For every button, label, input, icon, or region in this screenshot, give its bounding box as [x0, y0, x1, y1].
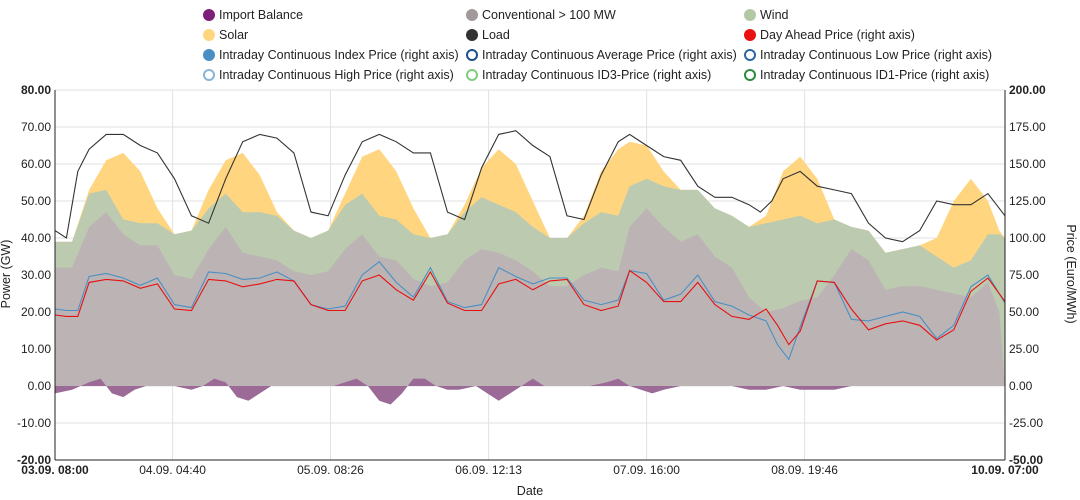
y-tick-label-right: 25.00	[1009, 342, 1039, 356]
axes: -20.00 -50.00 -10.00 -25.00 0.00 0.00 10.00 25.…	[17, 83, 1046, 477]
y-tick-label-right: 75.00	[1009, 268, 1039, 282]
x-tick-label: 07.09. 16:00	[613, 463, 680, 477]
legend-label: Import Balance	[219, 8, 304, 22]
legend-swatch-icon	[744, 9, 756, 21]
legend-swatch-icon	[203, 49, 215, 61]
legend-label: Load	[482, 28, 510, 42]
y-axis-left-title: Power (GW)	[0, 240, 13, 309]
x-tick-label: 04.09. 04:40	[139, 463, 206, 477]
legend-item[interactable]: Day Ahead Price (right axis)	[744, 26, 915, 44]
y-tick-label-right: -50.00	[1009, 453, 1043, 467]
y-tick-label-left: 10.00	[21, 342, 51, 356]
legend-label: Intraday Continuous Index Price (right a…	[219, 48, 459, 62]
y-tick-label-left: 50.00	[21, 194, 51, 208]
legend-item[interactable]: Intraday Continuous Average Price (right…	[466, 46, 737, 64]
legend-item[interactable]: Intraday Continuous ID3-Price (right axi…	[466, 66, 711, 84]
y-tick-label-right: 125.00	[1009, 194, 1046, 208]
legend-label: Intraday Continuous ID1-Price (right axi…	[760, 68, 990, 82]
legend-swatch-icon	[466, 69, 478, 81]
y-tick-label-left: 40.00	[21, 231, 51, 245]
y-tick-label-right: 0.00	[1009, 379, 1033, 393]
legend-swatch-icon	[744, 69, 756, 81]
legend-label: Intraday Continuous ID3-Price (right axi…	[482, 68, 712, 82]
y-tick-label-left: -10.00	[17, 416, 51, 430]
legend-swatch-icon	[466, 29, 478, 41]
x-tick-label: 06.09. 12:13	[455, 463, 522, 477]
legend-swatch-icon	[203, 29, 215, 41]
legend-swatch-icon	[466, 9, 478, 21]
legend-label: Conventional > 100 MW	[482, 8, 616, 22]
y-tick-label-left: 0.00	[28, 379, 52, 393]
y-tick-label-right: -25.00	[1009, 416, 1043, 430]
x-tick-label: 05.09. 08:26	[297, 463, 364, 477]
load-line	[54, 130, 1006, 243]
legend-item[interactable]: Intraday Continuous Low Price (right axi…	[744, 46, 992, 64]
legend-swatch-icon	[466, 49, 478, 61]
legend-item[interactable]: Solar	[203, 26, 248, 44]
y-tick-label-right: 100.00	[1009, 231, 1046, 245]
legend-item[interactable]: Load	[466, 26, 510, 44]
y-tick-label-right: 50.00	[1009, 305, 1039, 319]
conventional-area	[55, 208, 1005, 386]
y-tick-label-left: 60.00	[21, 157, 51, 171]
legend-item[interactable]: Intraday Continuous High Price (right ax…	[203, 66, 454, 84]
legend-label: Intraday Continuous High Price (right ax…	[219, 68, 454, 82]
line-series	[54, 130, 1006, 361]
y-tick-label-right: 200.00	[1009, 83, 1046, 97]
legend-label: Intraday Continuous Average Price (right…	[482, 48, 737, 62]
y-tick-label-right: 150.00	[1009, 157, 1046, 171]
legend-swatch-icon	[744, 29, 756, 41]
legend-swatch-icon	[744, 49, 756, 61]
x-tick-label: 03.09. 08:00	[21, 463, 89, 477]
legend-item[interactable]: Intraday Continuous Index Price (right a…	[203, 46, 459, 64]
legend-label: Day Ahead Price (right axis)	[760, 28, 915, 42]
legend-label: Wind	[760, 8, 789, 22]
y-axis-right-title: Price (Euro/MWh)	[1064, 224, 1078, 323]
y-tick-label-right: 175.00	[1009, 120, 1046, 134]
x-tick-label: 10.09. 07:00	[971, 463, 1039, 477]
legend-label: Intraday Continuous Low Price (right axi…	[760, 48, 993, 62]
y-tick-label-left: 20.00	[21, 305, 51, 319]
y-tick-label-left: 70.00	[21, 120, 51, 134]
legend-swatch-icon	[203, 9, 215, 21]
chart-legend: Import Balance Conventional > 100 MW Wind S…	[0, 0, 1080, 86]
legend-item[interactable]: Import Balance	[203, 6, 303, 24]
legend-item[interactable]: Wind	[744, 6, 788, 24]
legend-item[interactable]: Conventional > 100 MW	[466, 6, 616, 24]
legend-item[interactable]: Intraday Continuous ID1-Price (right axi…	[744, 66, 989, 84]
legend-swatch-icon	[203, 69, 215, 81]
area-series	[55, 141, 1005, 405]
legend-label: Solar	[219, 28, 249, 42]
y-tick-label-left: 80.00	[21, 83, 51, 97]
import-balance-area	[55, 378, 1005, 405]
x-axis-title: Date	[517, 484, 543, 498]
intraday-index-price-line	[54, 260, 1006, 361]
day-ahead-price-line	[54, 269, 1006, 346]
x-tick-label: 08.09. 19:46	[771, 463, 838, 477]
y-tick-label-left: 30.00	[21, 268, 51, 282]
y-tick-label-left: -20.00	[17, 453, 51, 467]
